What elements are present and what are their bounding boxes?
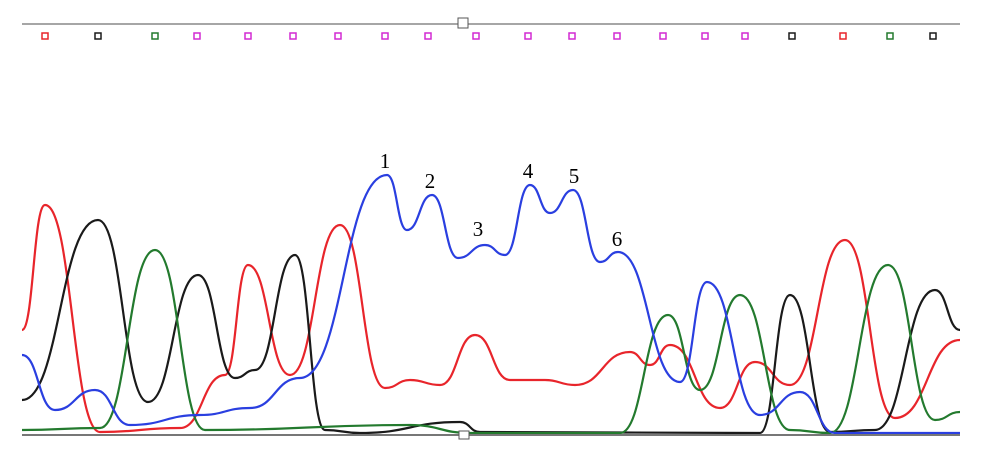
peak-label: 4 [523,159,534,183]
base-call-glyph [244,32,252,40]
trace-black [21,218,961,435]
peak-label: 1 [380,149,391,173]
peak-label: 2 [425,169,436,193]
base-call-glyph [701,32,709,40]
trace-red [20,203,961,434]
peak-label: 5 [569,164,580,188]
trace-green [21,248,961,435]
base-calls [41,32,937,40]
base-call-glyph [94,32,102,40]
trace-blue [21,173,960,435]
base-call-glyph [41,32,49,40]
base-call-glyph [568,32,576,40]
base-call-glyph [659,32,667,40]
base-call-glyph [424,32,432,40]
base-call-glyph [151,32,159,40]
base-call-glyph [839,32,847,40]
base-call-glyph [334,32,342,40]
base-call-glyph [788,32,796,40]
base-call-glyph [524,32,532,40]
peak-label: 6 [612,227,623,251]
base-call-glyph [193,32,201,40]
base-call-glyph [929,32,937,40]
base-call-glyph [381,32,389,40]
base-call-glyph [886,32,894,40]
ruler-handle [457,17,469,29]
base-call-glyph [472,32,480,40]
baseline-handle [458,430,470,440]
base-call-glyph [289,32,297,40]
base-call-glyph [613,32,621,40]
base-call-glyph [741,32,749,40]
peak-label: 3 [473,217,484,241]
